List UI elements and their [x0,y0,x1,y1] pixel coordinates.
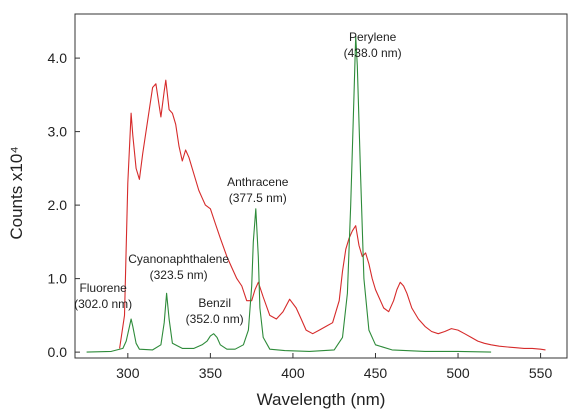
peak-annotation: Benzil (352.0 nm) [186,296,244,326]
y-axis-label: Counts x10⁴ [7,146,26,239]
x-tick-label: 300 [116,365,140,381]
y-tick-label: 1.0 [48,271,68,287]
plot-frame [74,13,568,359]
peak-wavelength: (323.5 nm) [150,268,208,282]
peak-name: Anthracene [227,175,289,189]
y-axis-ticks: 0.0 1.0 2.0 3.0 4.0 [48,50,80,360]
emission-peaks-line [86,35,492,353]
series-layer [86,35,546,353]
x-axis-ticks: 300 350 400 450 500 550 [116,353,552,381]
peak-annotation: Cyanonaphthalene (323.5 nm) [128,252,229,282]
y-tick-label: 4.0 [48,50,68,66]
x-tick-label: 550 [529,365,553,381]
peak-wavelength: (352.0 nm) [186,312,244,326]
y-tick-label: 3.0 [48,124,68,140]
x-tick-label: 450 [364,365,388,381]
peak-annotation: Perylene (438.0 nm) [344,30,402,60]
y-tick-label: 0.0 [48,344,68,360]
peak-name: Fluorene [79,281,127,295]
peak-annotation: Fluorene (302.0 nm) [74,281,132,311]
x-axis-label: Wavelength (nm) [257,390,386,409]
x-tick-label: 500 [446,365,470,381]
peak-wavelength: (302.0 nm) [74,297,132,311]
x-tick-label: 350 [199,365,223,381]
peak-name: Perylene [349,30,397,44]
annotation-layer: Fluorene (302.0 nm) Cyanonaphthalene (323.5… [74,30,402,326]
peak-name: Benzil [198,296,231,310]
peak-wavelength: (438.0 nm) [344,46,402,60]
peak-annotation: Anthracene (377.5 nm) [227,175,289,205]
peak-name: Cyanonaphthalene [128,252,229,266]
y-tick-label: 2.0 [48,197,68,213]
x-tick-label: 400 [281,365,305,381]
peak-wavelength: (377.5 nm) [229,191,287,205]
broadband-spectrum-line [119,79,546,351]
